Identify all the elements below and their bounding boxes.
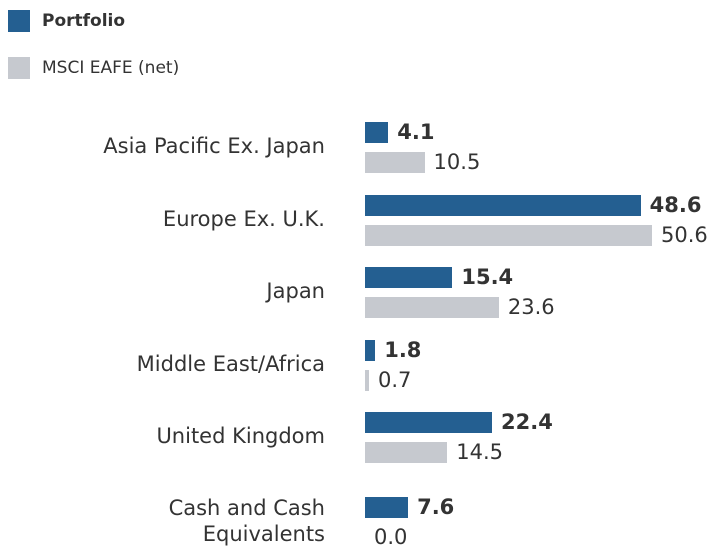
bar [365,152,425,173]
category-label: Cash and Cash Equivalents [168,496,325,546]
bar [365,122,389,143]
legend-swatch [8,57,30,79]
value-label: 14.5 [456,440,503,464]
value-label: 15.4 [461,265,514,289]
category-label: Middle East/Africa [136,352,325,376]
value-label: 10.5 [433,150,481,174]
bar [365,267,453,288]
value-label: 22.4 [501,410,553,434]
value-label: 7.6 [417,495,455,519]
bar [365,195,641,216]
category-label: Japan [266,279,325,303]
value-label: 1.8 [384,338,422,362]
bar [365,340,376,361]
value-label: 23.6 [507,295,555,319]
bar [365,442,448,463]
value-label: 48.6 [649,193,702,217]
legend-label: MSCI EAFE (net) [42,58,180,78]
legend-swatch [8,10,30,32]
bar [365,412,493,433]
legend-label: Portfolio [42,11,126,31]
value-label: 4.1 [397,120,435,144]
bar [365,297,499,318]
value-label: 50.6 [661,223,708,247]
value-label: 0.0 [374,525,408,549]
bar [365,497,409,518]
value-label: 0.7 [377,368,412,392]
bar [365,225,652,246]
category-label: Asia Pacific Ex. Japan [103,134,325,158]
category-label: Europe Ex. U.K. [162,207,325,231]
bar [365,370,369,391]
category-label: United Kingdom [156,424,325,448]
